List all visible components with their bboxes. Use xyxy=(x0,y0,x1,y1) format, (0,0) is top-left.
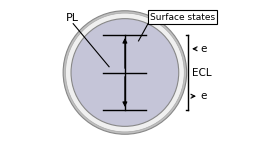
Circle shape xyxy=(65,13,184,132)
Circle shape xyxy=(71,19,179,126)
Text: PL: PL xyxy=(66,13,79,23)
Circle shape xyxy=(63,11,187,134)
Text: e: e xyxy=(200,44,207,54)
Text: ECL: ECL xyxy=(192,68,211,77)
Text: e: e xyxy=(200,91,207,101)
Text: Surface states: Surface states xyxy=(150,13,215,22)
